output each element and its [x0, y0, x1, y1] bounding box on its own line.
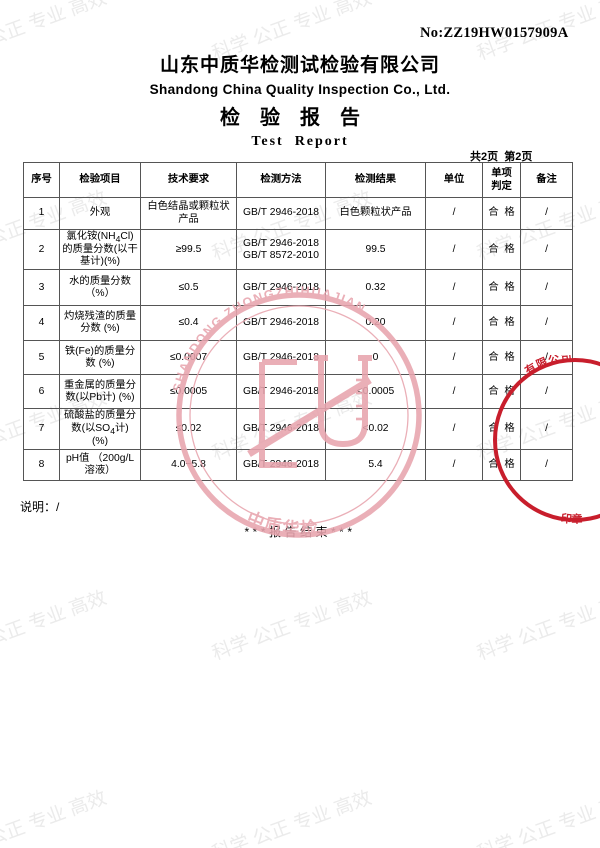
- svg-text:SHANDONG ZHONGZHIHUAJIAN: SHANDONG ZHONGZHIHUAJIAN: [170, 284, 368, 393]
- svg-text:中质华检: 中质华检: [244, 507, 320, 538]
- svg-text:印章: 印章: [560, 512, 582, 525]
- svg-text:有限公司: 有限公司: [522, 355, 573, 378]
